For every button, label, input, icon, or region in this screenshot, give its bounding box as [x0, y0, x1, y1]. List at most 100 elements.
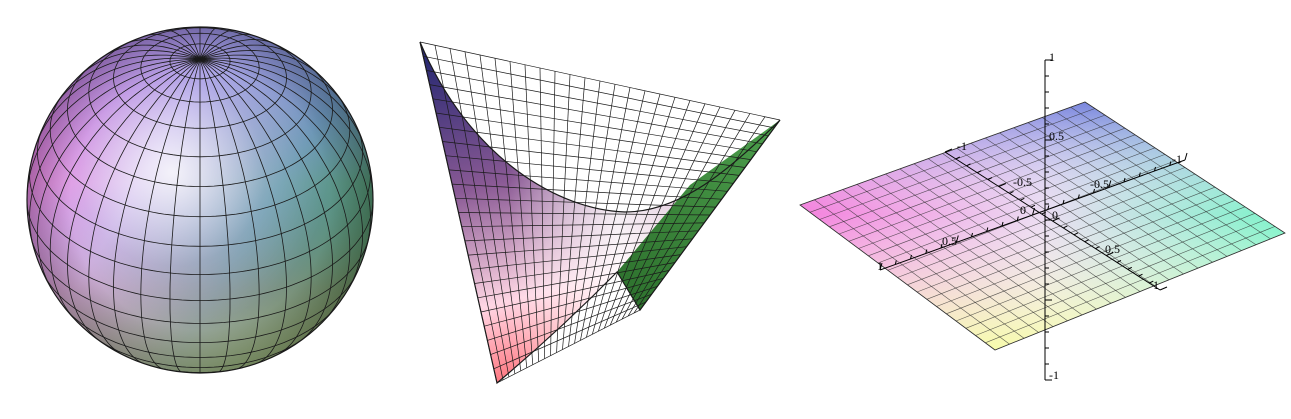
plane-grid-line — [907, 173, 1196, 286]
y-tick-mark — [1062, 199, 1065, 205]
sphere-meridian-line — [199, 58, 260, 370]
sphere-meridian-line — [36, 58, 201, 289]
sphere-meridian-line — [199, 58, 351, 321]
plane-grid-line — [936, 193, 1226, 307]
plane-grid-line — [1042, 117, 1242, 251]
y-tick-mark — [1077, 194, 1080, 199]
plane-grid-line — [1070, 106, 1271, 240]
y-tick-mark — [894, 260, 897, 265]
sphere-latitude-line — [88, 36, 312, 158]
sphere-meridian-line — [199, 57, 366, 150]
x-tick-neg1: -1 — [957, 139, 967, 153]
sphere-meridian-line — [125, 39, 201, 60]
plane-grid-line — [985, 137, 1184, 275]
sphere-panel — [26, 26, 374, 374]
x-tick-mark — [1116, 259, 1122, 263]
sphere-meridian-line — [101, 44, 201, 60]
saddle-outline — [419, 41, 781, 385]
saddle-grid-line — [621, 110, 736, 320]
y-tick-neg1: -1 — [1172, 152, 1182, 166]
x-tick-mark — [1020, 197, 1025, 201]
x-tick-mark — [1106, 252, 1114, 256]
x-tick-mark — [1127, 266, 1133, 270]
sphere-meridian-line — [199, 58, 371, 247]
saddle-grid-line — [484, 277, 664, 327]
sphere-meridian-line — [169, 59, 201, 373]
sphere-meridian-line — [140, 58, 201, 370]
y-tick-mark — [971, 232, 973, 238]
y-tick-mark — [925, 249, 928, 254]
y-tick-mark — [955, 235, 959, 243]
saddle-grid-line — [627, 113, 751, 317]
sphere-grid — [27, 27, 373, 373]
x-tick-0: 0 — [1052, 208, 1058, 222]
plane-grid-line — [955, 206, 1246, 322]
plane-panel: 1 0.5 -1 -1 -0.5 0 0.5 1 1 0.5 0 -0.5 -1 — [799, 50, 1286, 382]
saddle-light — [420, 42, 780, 383]
z-tick-mid: 0.5 — [1049, 129, 1064, 143]
sphere-meridian-line — [199, 44, 299, 60]
plane-grid-line — [999, 132, 1199, 269]
plane-grid-line — [946, 200, 1236, 315]
sphere-meridian-line — [199, 58, 373, 201]
x-tick-mark — [1063, 225, 1068, 229]
sphere-meridian-line — [34, 57, 201, 150]
x-tick-mark — [977, 170, 982, 174]
y-tick-mark — [1108, 180, 1112, 188]
sphere-outline — [26, 26, 374, 374]
x-tick-mark — [966, 163, 971, 167]
sphere-meridian-line — [199, 59, 231, 373]
x-tick-mark — [1138, 273, 1143, 277]
sphere-meridian-line — [199, 50, 322, 77]
x-tick-1: 1 — [1153, 278, 1159, 292]
saddle-grid-line — [633, 116, 766, 314]
plane-grid-line — [916, 180, 1206, 293]
saddle-grid-line — [493, 301, 646, 370]
y-tick-mark — [1032, 207, 1035, 216]
x-tick-05: 0.5 — [1105, 242, 1120, 256]
x-tick-mark — [1041, 211, 1047, 215]
plane-grid-line — [956, 148, 1155, 286]
sphere-meridian-line — [199, 30, 235, 60]
z-tick-bottom: -1 — [1049, 368, 1059, 382]
y-tick-1: 1 — [877, 259, 883, 273]
saddle-grid-line — [487, 285, 658, 341]
y-tick-neg05: -0.5 — [1090, 177, 1109, 191]
sphere-latitude-line — [36, 128, 364, 247]
sphere-meridian-line — [199, 54, 347, 108]
x-tick-neg05: -0.5 — [1013, 175, 1032, 189]
sphere-meridian-line — [199, 58, 364, 289]
plane-grid — [799, 101, 1286, 351]
sphere-meridian-line — [146, 34, 201, 60]
sphere-meridian-line — [53, 54, 201, 108]
x-tick-mark — [1159, 286, 1168, 291]
x-tick-mark — [1149, 280, 1154, 284]
plane-grid-line — [1056, 112, 1257, 245]
y-tick-mark — [1154, 166, 1156, 172]
sphere-meridian-line — [199, 39, 275, 60]
x-tick-mark — [955, 156, 961, 160]
x-tick-mark — [1052, 217, 1060, 222]
y-tick-mark — [910, 254, 912, 260]
plane-grid-line — [970, 142, 1170, 281]
x-tick-mark — [998, 183, 1006, 187]
x-tick-mark — [1030, 204, 1036, 208]
plane-grid-line — [975, 219, 1266, 336]
sphere-latitude-line — [43, 274, 357, 343]
sphere-latitude-line — [30, 238, 370, 324]
y-tick-0: 0 — [1020, 203, 1026, 217]
x-tick-mark — [1009, 190, 1014, 194]
sphere-latitude-line — [49, 93, 351, 218]
sphere-meridian-line — [199, 58, 312, 356]
plane-outline — [799, 101, 1286, 351]
sphere-meridian-line — [199, 58, 287, 365]
plane-grid-line — [1027, 122, 1228, 257]
x-tick-mark — [1095, 246, 1100, 250]
sphere-meridian-line — [29, 58, 201, 247]
sphere-latitude-line — [65, 308, 335, 358]
y-tick-mark — [940, 243, 943, 249]
sphere-meridian-line — [88, 58, 201, 356]
y-tick-mark — [1016, 216, 1019, 221]
sphere-meridian-line — [78, 50, 201, 77]
